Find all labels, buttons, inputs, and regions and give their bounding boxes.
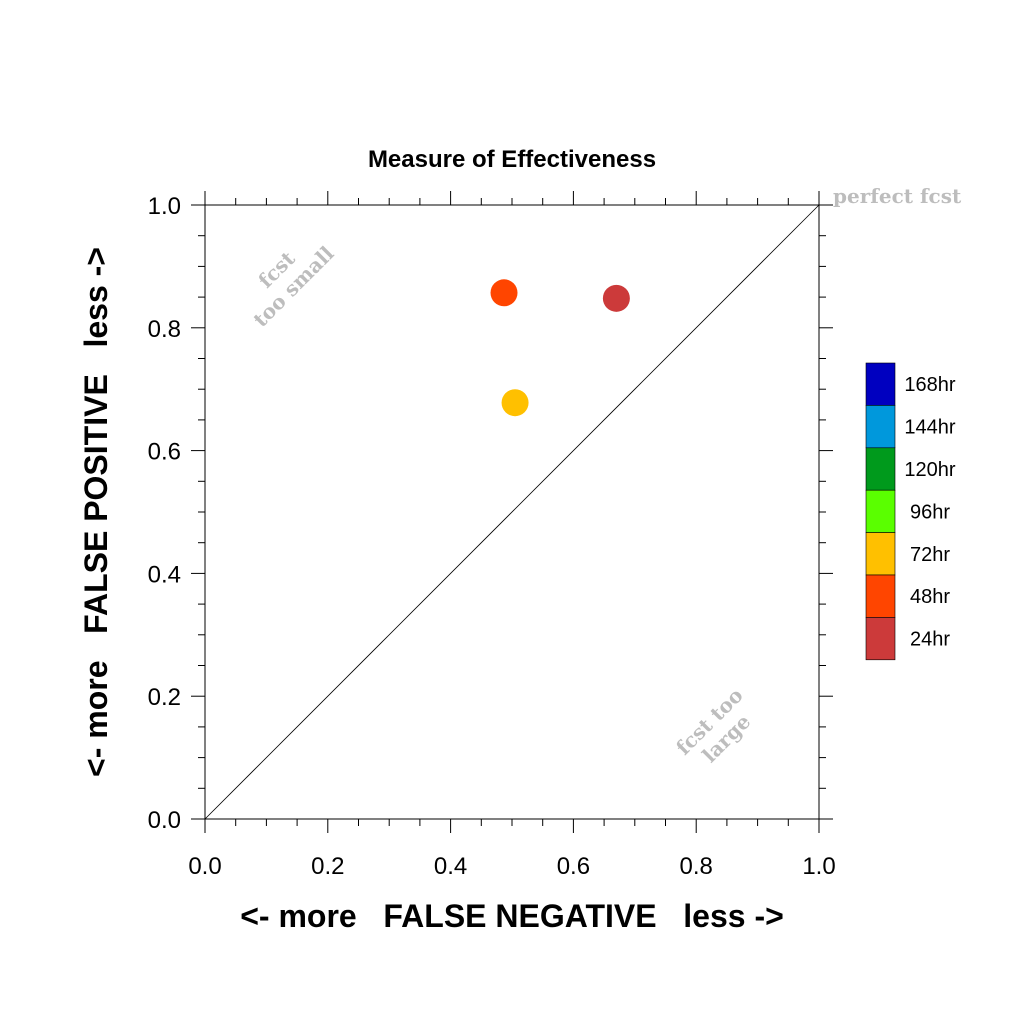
legend-label: 144hr xyxy=(904,417,955,439)
y-tick-label: 0.4 xyxy=(148,561,181,588)
annotation-fcst-too-small: fcst too small xyxy=(248,241,338,331)
annotation-fcst-too-large: fcst too large xyxy=(671,683,755,767)
legend-label: 72hr xyxy=(910,544,950,566)
data-point xyxy=(501,389,529,417)
x-tick-label: 0.8 xyxy=(680,853,713,880)
data-points xyxy=(490,279,630,417)
axis-tick-labels: 0.0 0.2 0.4 0.6 0.8 1.0 0.0 0.2 0.4 0.6 0.8 1.0 xyxy=(148,193,836,880)
annotation-small-line2: too small xyxy=(248,241,338,331)
legend-swatch xyxy=(865,617,896,661)
legend-swatch xyxy=(865,489,896,533)
y-axis-label: <- more FALSE POSITIVE less -> xyxy=(78,247,114,777)
legend-label: 24hr xyxy=(910,629,950,651)
y-tick-label: 0.8 xyxy=(148,316,181,343)
legend-swatch xyxy=(865,405,896,449)
legend-swatch xyxy=(865,362,896,406)
x-axis-label: <- more FALSE NEGATIVE less -> xyxy=(240,898,784,934)
legend-swatch xyxy=(865,574,896,618)
axis-ticks xyxy=(191,191,833,833)
legend-label: 48hr xyxy=(910,586,950,608)
y-tick-label: 0.6 xyxy=(148,439,181,466)
x-tick-label: 0.2 xyxy=(311,853,344,880)
x-tick-label: 1.0 xyxy=(802,853,835,880)
chart-title: Measure of Effectiveness xyxy=(368,146,656,173)
legend: 168hr 144hr 120hr 96hr 72hr 48hr 24hr xyxy=(865,362,956,661)
legend-swatch xyxy=(865,447,896,491)
legend-swatch xyxy=(865,532,896,576)
y-tick-label: 1.0 xyxy=(148,193,181,220)
annotation-perfect-fcst: perfect fcst xyxy=(833,184,962,208)
data-point xyxy=(602,284,630,312)
legend-label: 96hr xyxy=(910,501,950,523)
x-tick-label: 0.6 xyxy=(557,853,590,880)
diagonal-line xyxy=(204,204,820,820)
legend-label: 168hr xyxy=(904,374,955,396)
y-tick-label: 0.2 xyxy=(148,684,181,711)
x-tick-label: 0.0 xyxy=(188,853,221,880)
y-tick-label: 0.0 xyxy=(148,807,181,834)
data-point xyxy=(490,279,518,307)
legend-label: 120hr xyxy=(904,459,955,481)
x-tick-label: 0.4 xyxy=(434,853,467,880)
